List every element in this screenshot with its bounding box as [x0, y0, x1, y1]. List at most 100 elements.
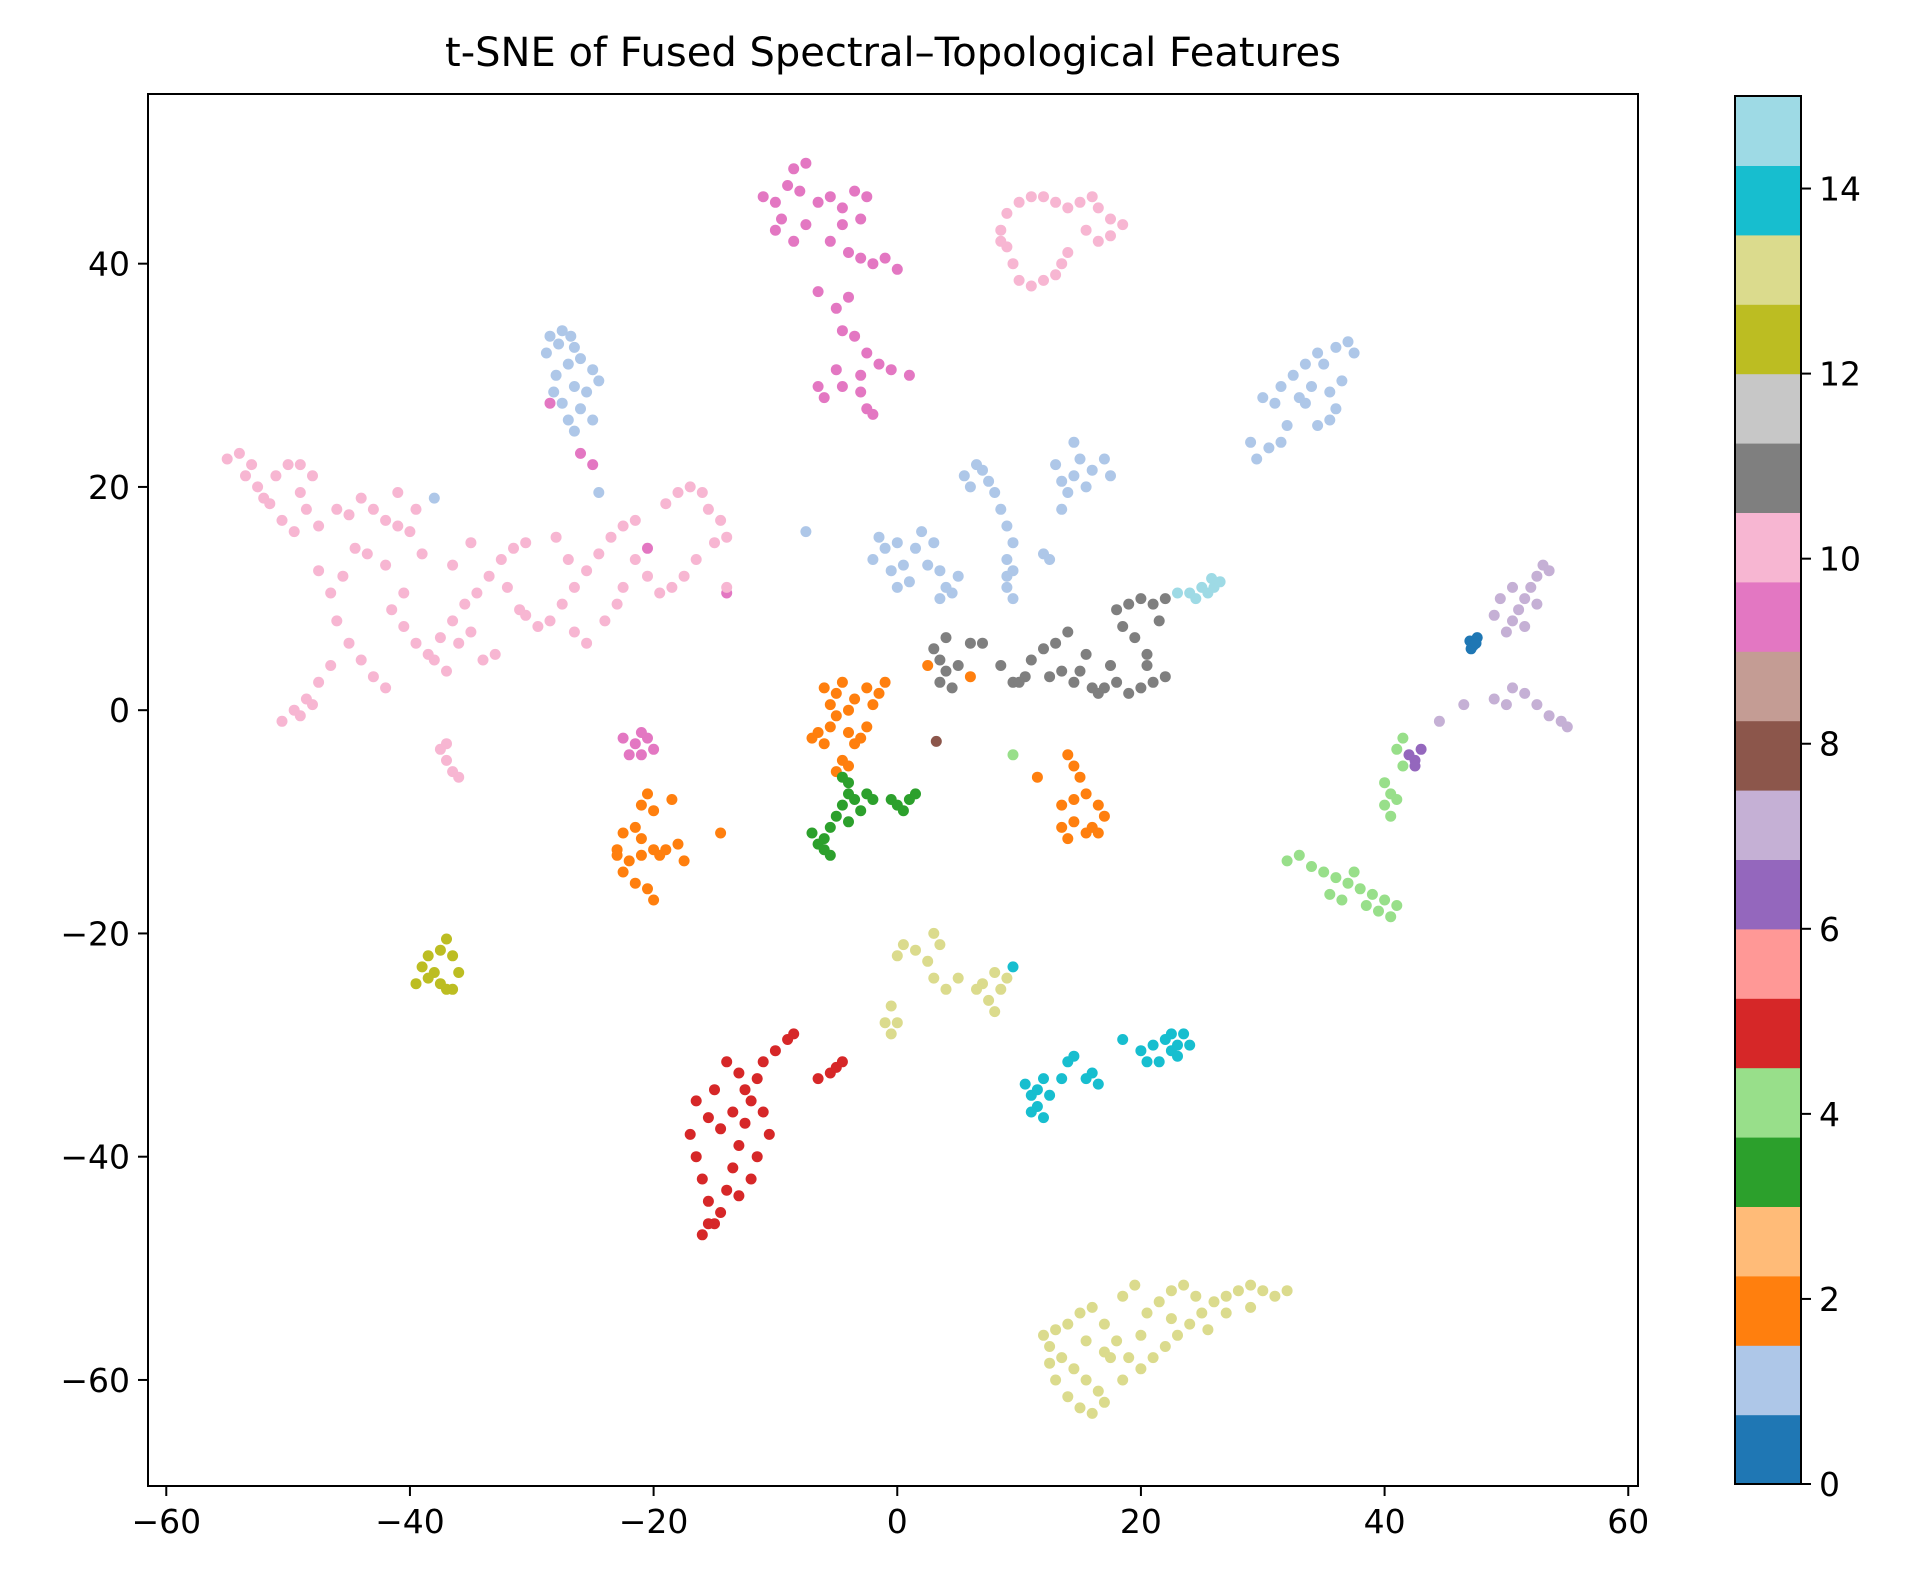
scatter-point	[672, 487, 684, 498]
scatter-point	[757, 1056, 769, 1068]
scatter-point	[1038, 274, 1049, 286]
scatter-point	[885, 794, 897, 805]
scatter-point	[331, 503, 343, 515]
scatter-point	[739, 1117, 751, 1129]
scatter-point	[660, 844, 672, 856]
scatter-point	[812, 286, 824, 298]
scatter-point	[1330, 872, 1342, 884]
scatter-point	[1080, 224, 1092, 236]
scatter-point	[922, 955, 934, 967]
scatter-point	[733, 1190, 745, 1202]
colorbar-tick-label: 2	[1819, 1280, 1840, 1319]
scatter-point	[715, 827, 727, 839]
scatter-point	[1001, 207, 1013, 219]
scatter-point	[355, 654, 367, 666]
scatter-point	[575, 447, 586, 459]
scatter-point	[861, 721, 873, 733]
scatter-point	[276, 715, 288, 727]
scatter-point	[934, 593, 946, 605]
scatter-point	[489, 648, 501, 660]
scatter-point	[1488, 693, 1500, 705]
scatter-point	[1098, 1318, 1110, 1330]
scatter-point	[1050, 269, 1062, 281]
scatter-point	[1470, 637, 1482, 649]
scatter-point	[964, 671, 976, 683]
scatter-point	[568, 626, 580, 638]
scatter-point	[1245, 1279, 1257, 1291]
scatter-point	[867, 699, 879, 711]
scatter-point	[855, 252, 867, 264]
scatter-point	[1507, 581, 1518, 593]
scatter-point	[313, 676, 325, 688]
scatter-point	[1269, 397, 1281, 409]
scatter-point	[294, 710, 306, 722]
scatter-point	[788, 163, 800, 175]
scatter-point	[453, 967, 465, 978]
colorbar-segment	[1735, 998, 1801, 1069]
scatter-point	[1062, 487, 1074, 498]
scatter-point	[1001, 581, 1013, 593]
scatter-point	[855, 732, 867, 744]
scatter-point	[562, 414, 574, 426]
scatter-point	[891, 1017, 903, 1029]
scatter-point	[1269, 1290, 1281, 1302]
scatter-point	[1391, 743, 1403, 755]
scatter-point	[465, 537, 477, 549]
scatter-point	[873, 531, 885, 543]
scatter-point	[623, 749, 635, 761]
scatter-point	[1202, 1324, 1214, 1336]
scatter-point	[459, 598, 471, 610]
scatter-point	[331, 615, 343, 627]
scatter-point	[843, 704, 854, 716]
scatter-point	[885, 1000, 897, 1012]
scatter-point	[453, 637, 465, 649]
scatter-point	[1330, 403, 1342, 415]
scatter-point	[1324, 888, 1336, 900]
scatter-point	[1257, 1285, 1269, 1297]
scatter-point	[964, 637, 976, 649]
scatter-point	[642, 542, 653, 554]
scatter-point	[654, 587, 666, 599]
scatter-point	[1117, 1374, 1129, 1386]
scatter-point	[398, 621, 410, 632]
scatter-point	[568, 341, 580, 353]
scatter-point	[855, 369, 867, 381]
scatter-point	[1013, 274, 1025, 286]
colorbar: 0 2 4 6 8 10 12 14	[1734, 95, 1861, 1504]
scatter-point	[934, 654, 946, 666]
scatter-point	[1135, 1045, 1147, 1057]
scatter-point	[1379, 799, 1391, 811]
scatter-point	[879, 252, 891, 264]
scatter-point	[952, 972, 964, 984]
scatter-point	[1074, 1307, 1086, 1319]
scatter-point	[550, 531, 562, 543]
scatter-point	[568, 581, 580, 593]
colorbar-segment	[1735, 720, 1801, 791]
scatter-point	[1561, 721, 1573, 733]
scatter-point	[1044, 554, 1056, 565]
scatter-point	[843, 291, 854, 303]
scatter-point	[1074, 196, 1086, 208]
scatter-point	[806, 732, 818, 744]
scatter-point	[1086, 1301, 1098, 1313]
scatter-point	[1068, 794, 1080, 805]
scatter-point	[891, 537, 903, 549]
scatter-point	[824, 821, 836, 833]
scatter-point	[1062, 833, 1074, 845]
scatter-point	[952, 570, 964, 582]
scatter-point	[690, 554, 702, 565]
x-tick-label: −40	[375, 1502, 445, 1541]
scatter-point	[1507, 615, 1518, 627]
scatter-point	[922, 660, 934, 671]
scatter-point	[660, 498, 672, 510]
scatter-point	[1092, 202, 1104, 214]
scatter-point	[891, 581, 903, 593]
scatter-point	[441, 754, 452, 766]
scatter-point	[635, 849, 647, 861]
scatter-point	[648, 894, 660, 906]
scatter-point	[666, 581, 678, 593]
scatter-point	[1135, 593, 1147, 605]
scatter-point	[879, 676, 891, 688]
scatter-point	[928, 972, 940, 984]
scatter-point	[1123, 1352, 1135, 1364]
